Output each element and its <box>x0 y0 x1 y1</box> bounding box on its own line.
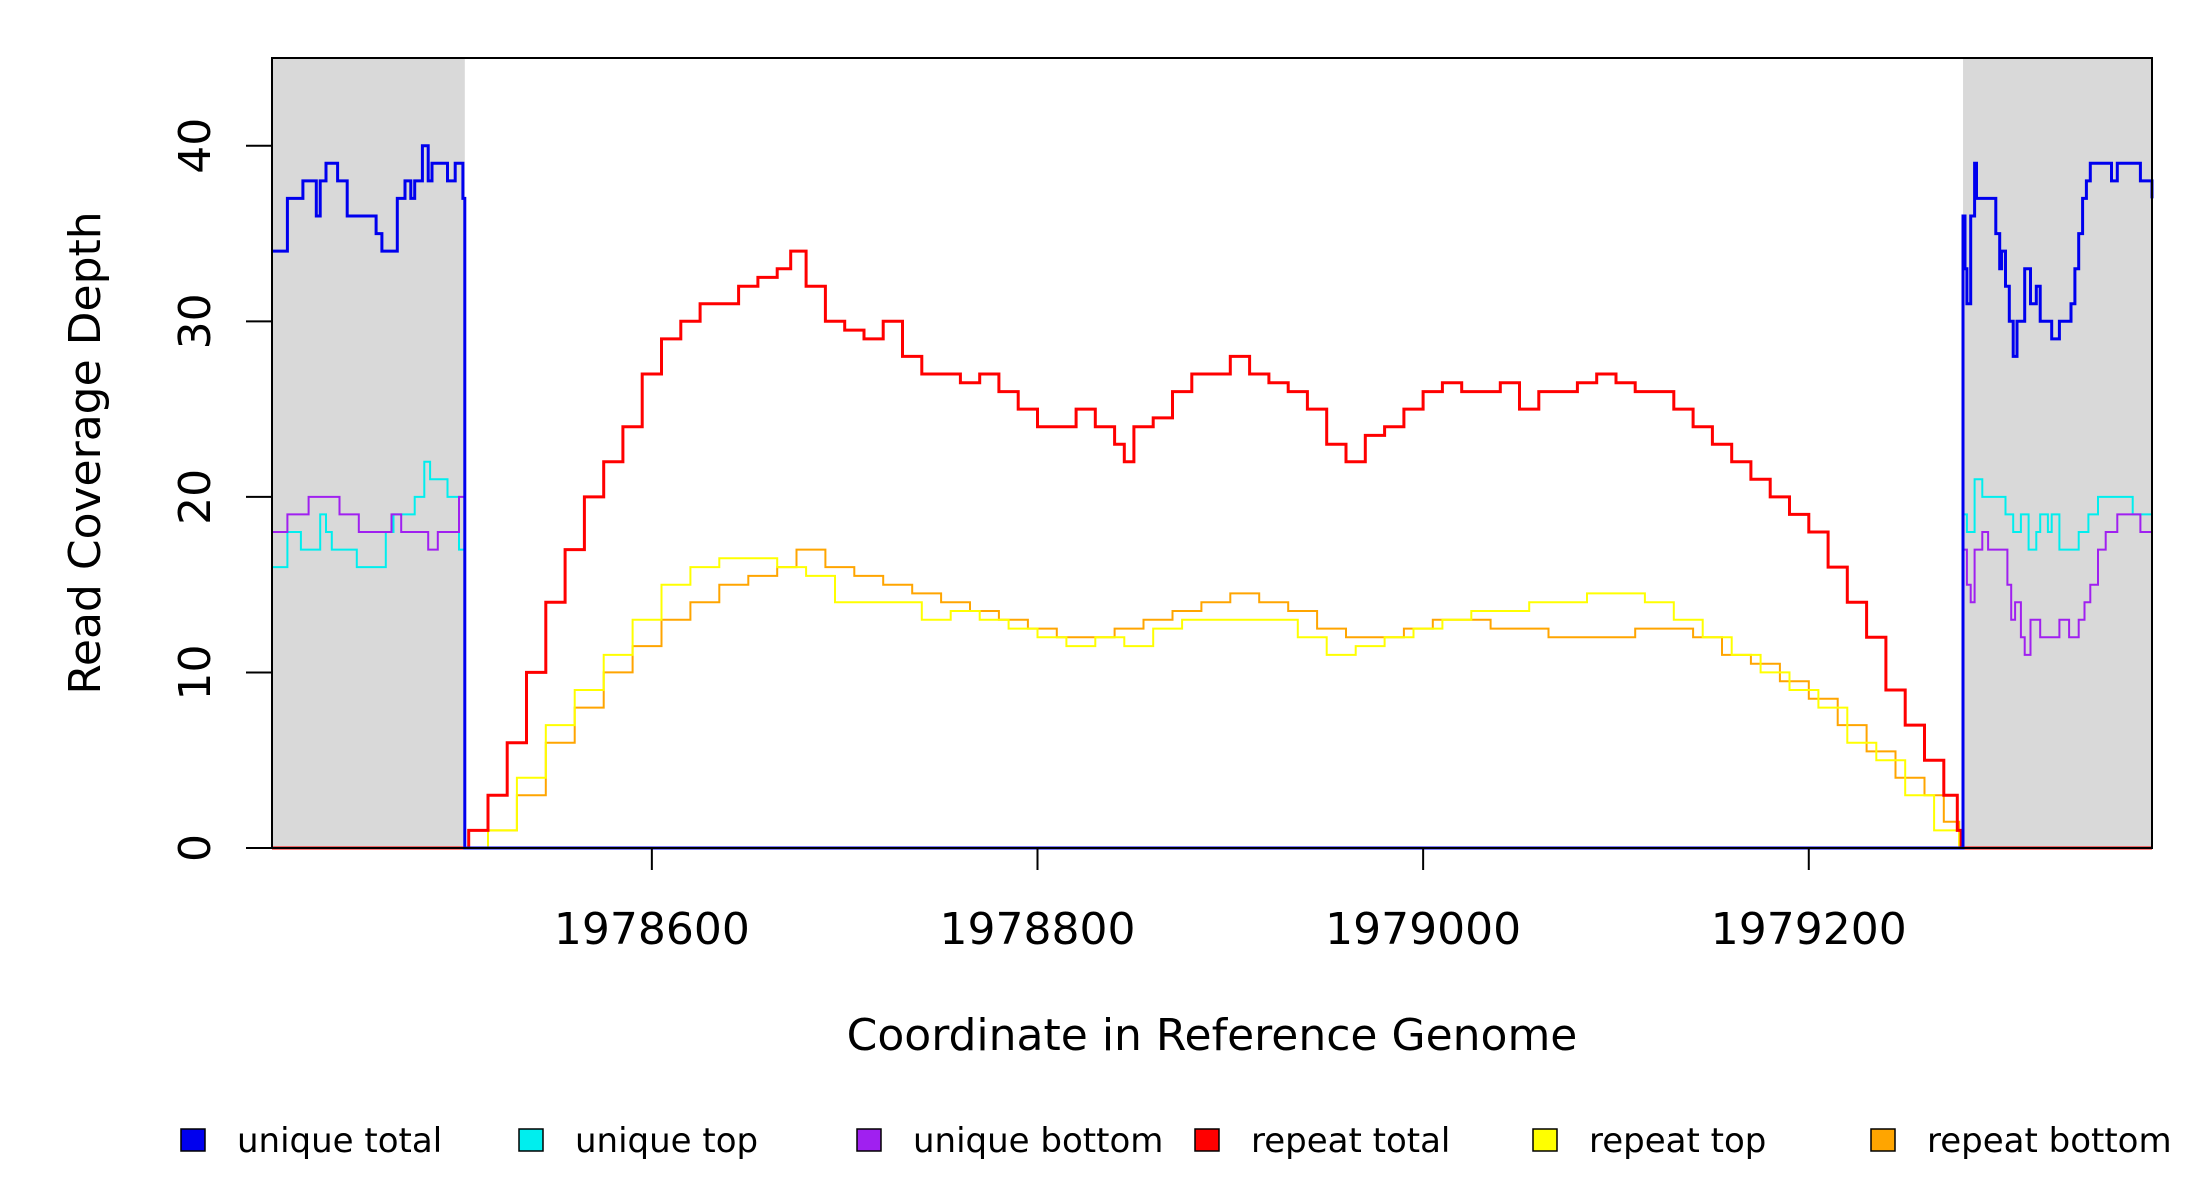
shaded-region-2 <box>1963 58 2152 848</box>
series-line-unique-top <box>272 460 2152 849</box>
y-axis-label: Read Coverage Depth <box>60 211 111 694</box>
legend-label-repeat-bottom: repeat bottom <box>1927 1121 2172 1161</box>
y-tick-label: 30 <box>170 293 221 349</box>
legend-swatch-repeat-bottom <box>1870 1128 1896 1152</box>
x-axis-label: Coordinate in Reference Genome <box>847 1010 1578 1061</box>
series-line-unique-total <box>272 144 2154 850</box>
legend-label-repeat-total: repeat total <box>1251 1121 1450 1161</box>
series-line-repeat-bottom <box>272 548 2152 849</box>
y-tick-label: 0 <box>170 834 221 862</box>
x-tick-label: 1979200 <box>1711 904 1907 955</box>
legend-swatch-unique-total <box>180 1128 206 1152</box>
x-tick-label: 1978600 <box>554 904 750 955</box>
series-line-repeat-top <box>272 557 2152 849</box>
legend-swatch-repeat-top <box>1532 1128 1558 1152</box>
legend-swatch-unique-bottom <box>856 1128 882 1152</box>
y-axis: 0 10 20 30 40 <box>170 118 272 862</box>
shaded-region-1 <box>272 58 465 848</box>
legend-label-unique-top: unique top <box>575 1121 758 1161</box>
series-line-repeat-total <box>272 249 2152 850</box>
legend-label-unique-bottom: unique bottom <box>913 1121 1163 1161</box>
y-tick-label: 10 <box>170 644 221 700</box>
legend-label-unique-total: unique total <box>237 1121 442 1161</box>
series-line-unique-bottom <box>272 495 2152 849</box>
series-lines <box>272 144 2154 850</box>
y-tick-label: 40 <box>170 118 221 174</box>
legend: unique total unique top unique bottom repea… <box>180 1121 2172 1161</box>
x-axis: 1978600 1978800 1979000 1979200 <box>554 848 1907 955</box>
legend-swatch-repeat-total <box>1194 1128 1220 1152</box>
x-tick-label: 1978800 <box>940 904 1136 955</box>
plot-frame <box>271 57 2153 849</box>
y-tick-label: 20 <box>170 469 221 525</box>
legend-label-repeat-top: repeat top <box>1589 1121 1766 1161</box>
x-tick-label: 1979000 <box>1325 904 1521 955</box>
shaded-regions <box>272 58 2152 848</box>
legend-swatch-unique-top <box>518 1128 544 1152</box>
